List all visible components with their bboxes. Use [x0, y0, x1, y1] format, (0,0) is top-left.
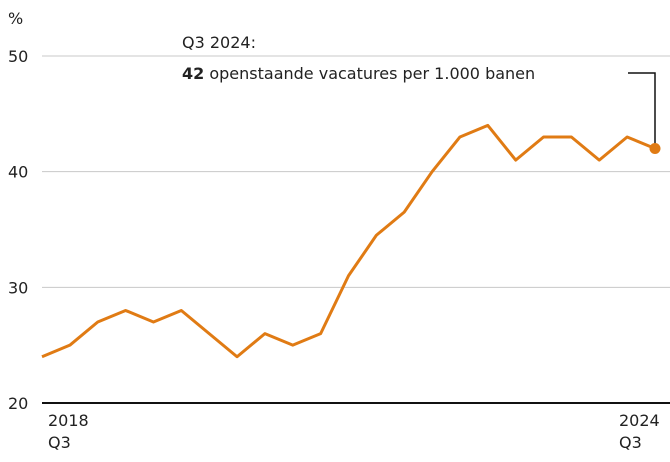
end-point	[649, 143, 661, 155]
x-tick-label: 2024 Q3	[619, 411, 660, 452]
y-axis-label: %	[8, 9, 23, 28]
annotation-text: 42 openstaande vacatures per 1.000 banen	[182, 64, 535, 83]
annotation-leader	[628, 72, 656, 149]
annotation-title: Q3 2024:	[182, 33, 256, 52]
annotation-value: 42	[182, 64, 204, 83]
y-tick-label: 50	[8, 47, 28, 66]
y-tick-label: 30	[8, 278, 28, 297]
y-tick-label: 40	[8, 163, 28, 182]
line	[41, 123, 656, 359]
annotation-body: openstaande vacatures per 1.000 banen	[209, 64, 535, 83]
y-tick-label: 20	[8, 394, 28, 413]
x-tick-label: 2018 Q3	[48, 411, 89, 452]
